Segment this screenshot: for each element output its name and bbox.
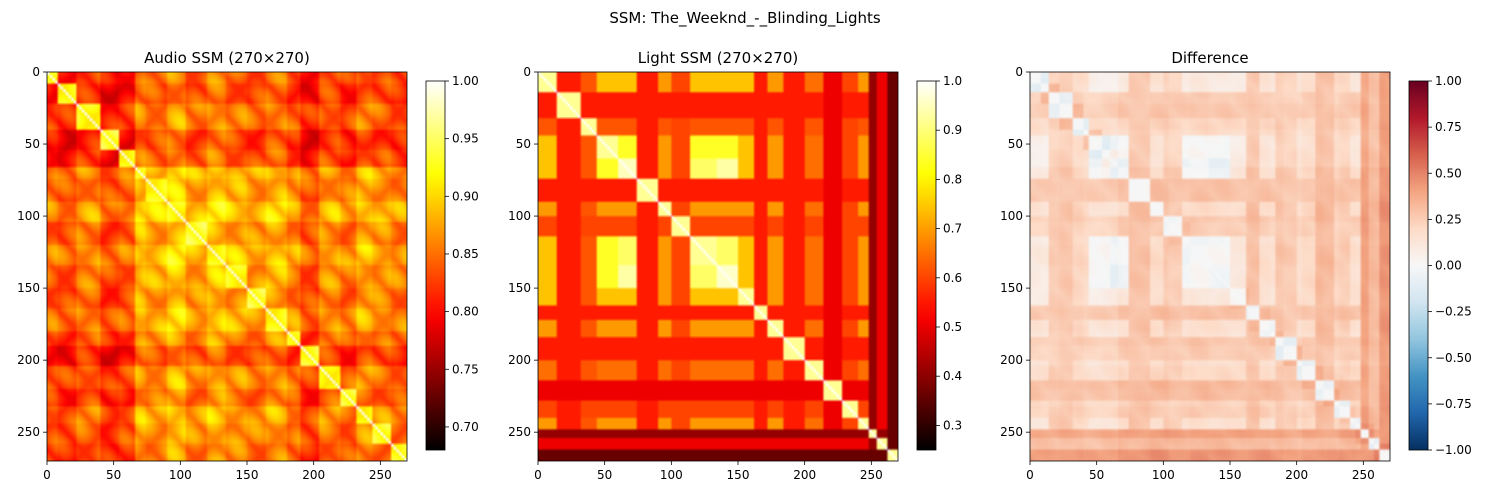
panel-3: Difference 0 50 100 150 200 250 0 50 100 150 200 250… (1000, 49, 1472, 482)
axes-frame (46, 71, 408, 462)
colorbar-tick-label: 0.5 (943, 320, 962, 334)
colorbar (425, 80, 446, 451)
y-tick-label: 250 (1000, 425, 1023, 439)
x-tick-label: 100 (660, 468, 683, 482)
y-tick-label: 50 (25, 137, 40, 151)
colorbar (916, 80, 937, 451)
x-tick-label: 50 (106, 468, 121, 482)
colorbar-tick-label: 1.0 (943, 74, 962, 88)
y-tick-label: 50 (1008, 137, 1023, 151)
x-tick-label: 100 (1152, 468, 1175, 482)
colorbar-tick-label: 0.25 (1435, 212, 1462, 226)
colorbar-tick-label: −0.50 (1435, 351, 1472, 365)
colorbar-tick-label: 0.95 (452, 132, 479, 146)
x-tick-label: 0 (1026, 468, 1034, 482)
colorbar-tick-label: 0.6 (943, 271, 962, 285)
axes-frame (1029, 71, 1391, 462)
colorbar-tick-label: 0.3 (943, 418, 962, 432)
x-tick-label: 150 (1219, 468, 1242, 482)
colorbar-tick-label: 0.70 (452, 420, 479, 434)
x-tick-label: 50 (1089, 468, 1104, 482)
colorbar-tick-label: 0.8 (943, 172, 962, 186)
colorbar-tick-label: 0.4 (943, 369, 962, 383)
colorbar-tick-label: 0.85 (452, 247, 479, 261)
y-tick-label: 250 (508, 425, 531, 439)
y-tick-label: 200 (508, 353, 531, 367)
panel-title: Audio SSM (270×270) (144, 49, 310, 67)
colorbar-tick-label: 0.7 (943, 222, 962, 236)
x-tick-label: 150 (236, 468, 259, 482)
panels: Audio SSM (270×270) 0 50 100 150 200 250 0 50 100… (17, 49, 1472, 482)
figure-suptitle: SSM: The_Weeknd_-_Blinding_Lights (609, 9, 881, 28)
panel-title: Light SSM (270×270) (638, 49, 799, 67)
colorbar-tick-label: −0.25 (1435, 305, 1472, 319)
y-tick-label: 100 (508, 209, 531, 223)
colorbar (1408, 80, 1429, 451)
x-tick-label: 150 (727, 468, 750, 482)
colorbar-tick-label: 1.00 (452, 74, 479, 88)
y-tick-label: 250 (17, 425, 40, 439)
colorbar-tick-label: 0.75 (1435, 120, 1462, 134)
colorbar-tick-label: 0.80 (452, 305, 479, 319)
colorbar-tick-label: 1.00 (1435, 74, 1462, 88)
colorbar-tick-label: 0.9 (943, 123, 962, 137)
heatmap-image (47, 72, 407, 461)
colorbar-tick-label: −1.00 (1435, 443, 1472, 457)
colorbar-tick-label: −0.75 (1435, 397, 1472, 411)
y-tick-label: 100 (1000, 209, 1023, 223)
x-tick-label: 200 (1285, 468, 1308, 482)
x-tick-label: 200 (302, 468, 325, 482)
y-tick-label: 0 (1015, 65, 1023, 79)
heatmap-image (538, 72, 898, 461)
y-tick-label: 50 (516, 137, 531, 151)
x-tick-label: 200 (793, 468, 816, 482)
colorbar-tick-label: 0.90 (452, 189, 479, 203)
y-tick-label: 200 (17, 353, 40, 367)
y-tick-label: 200 (1000, 353, 1023, 367)
x-tick-label: 250 (860, 468, 883, 482)
x-tick-label: 0 (534, 468, 542, 482)
panel-2: Light SSM (270×270) 0 50 100 150 200 250 0 50 100… (508, 49, 962, 482)
x-tick-label: 100 (169, 468, 192, 482)
y-tick-label: 150 (1000, 281, 1023, 295)
x-tick-label: 50 (597, 468, 612, 482)
y-tick-label: 150 (508, 281, 531, 295)
colorbar-tick-label: 0.00 (1435, 259, 1462, 273)
y-tick-label: 0 (523, 65, 531, 79)
x-tick-label: 0 (43, 468, 51, 482)
axes-frame (537, 71, 899, 462)
heatmap-image (1030, 72, 1390, 461)
y-tick-label: 150 (17, 281, 40, 295)
y-tick-label: 100 (17, 209, 40, 223)
y-tick-label: 0 (32, 65, 40, 79)
x-tick-label: 250 (1352, 468, 1375, 482)
panel-title: Difference (1171, 49, 1248, 67)
colorbar-tick-label: 0.75 (452, 362, 479, 376)
colorbar-tick-label: 0.50 (1435, 166, 1462, 180)
panel-1: Audio SSM (270×270) 0 50 100 150 200 250 0 50 100… (17, 49, 479, 482)
x-tick-label: 250 (369, 468, 392, 482)
